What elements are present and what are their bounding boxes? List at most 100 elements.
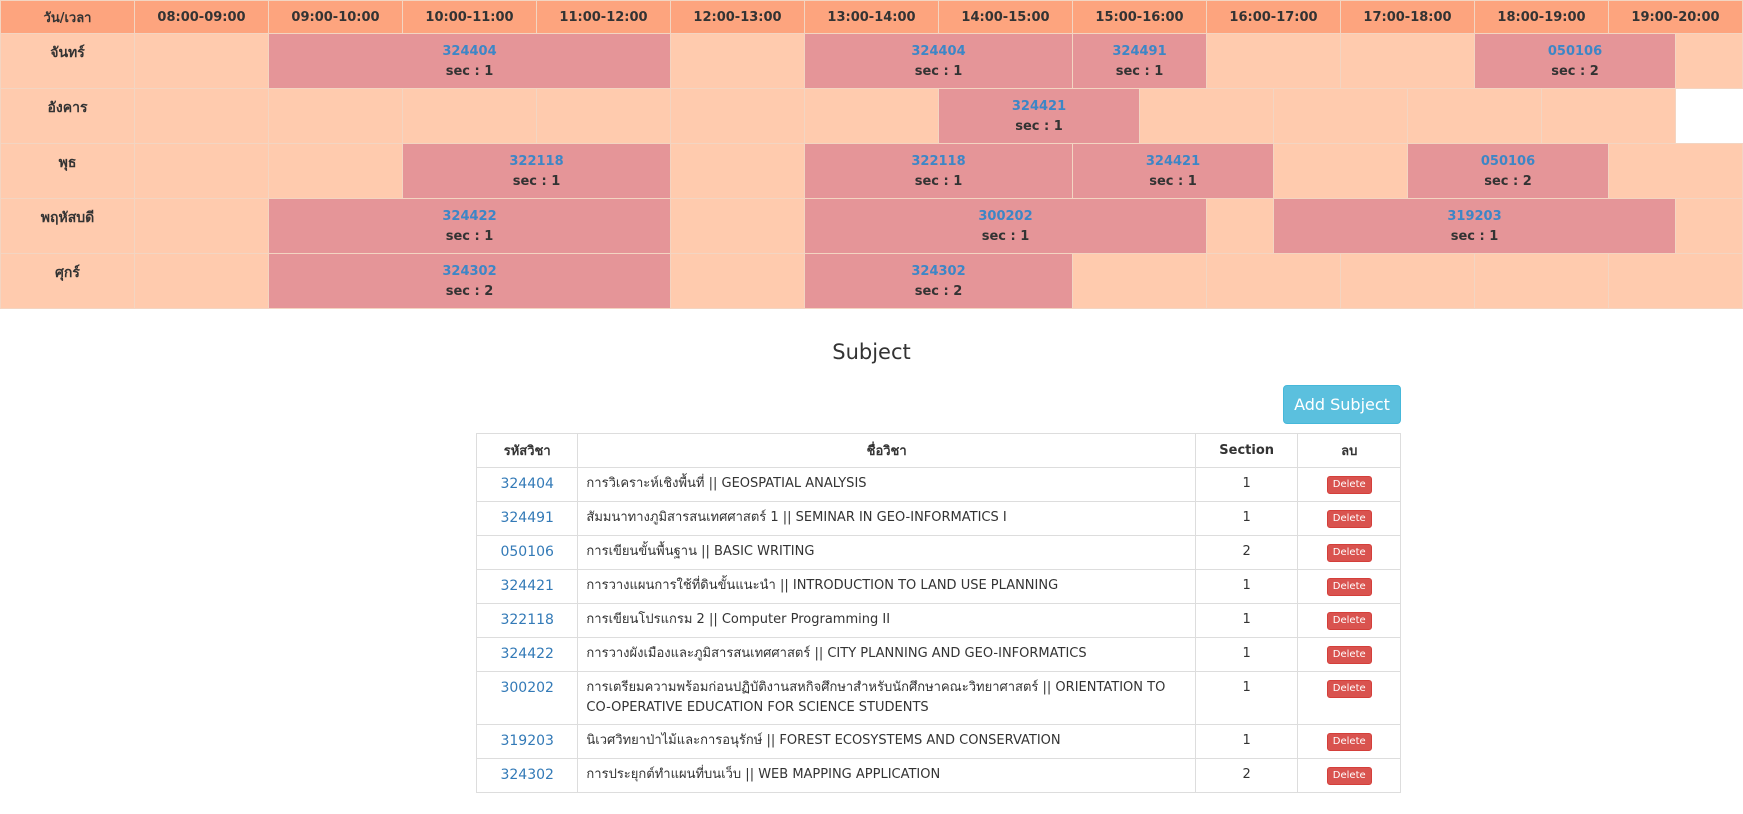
empty-slot [402, 88, 537, 144]
delete-cell: Delete [1297, 758, 1401, 793]
time-slot-header: 14:00-15:00 [938, 0, 1073, 34]
course-block[interactable]: 050106 sec : 2 [1474, 33, 1676, 89]
empty-slot [134, 33, 269, 89]
course-code-link[interactable]: 322118 [509, 154, 564, 169]
delete-button[interactable]: Delete [1326, 476, 1372, 494]
delete-button[interactable]: Delete [1326, 767, 1372, 785]
time-slot-header: 08:00-09:00 [134, 0, 269, 34]
course-code-link[interactable]: 324421 [1145, 154, 1201, 169]
course-block[interactable]: 322118 sec : 1 [402, 143, 671, 199]
subject-section: 1 [1194, 603, 1299, 638]
table-row: 319203 นิเวศวิทยาป่าไม้และการอนุรักษ์ || … [475, 724, 1401, 759]
course-block[interactable]: 300202 sec : 1 [804, 198, 1207, 254]
subject-section: 1 [1194, 501, 1299, 536]
subject-code-cell: 324421 [475, 569, 579, 604]
day-label: จันทร์ [0, 33, 135, 89]
course-block[interactable]: 050106 sec : 2 [1407, 143, 1609, 199]
course-block[interactable]: 324491 sec : 1 [1072, 33, 1207, 89]
delete-cell: Delete [1297, 724, 1401, 759]
subject-section: 2 [1194, 535, 1299, 570]
day-label: อังคาร [0, 88, 135, 144]
subject-code-link[interactable]: 319203 [500, 733, 554, 749]
time-slot-header: 16:00-17:00 [1206, 0, 1341, 34]
course-code-link[interactable]: 324302 [911, 264, 966, 279]
course-block[interactable]: 324302 sec : 2 [804, 253, 1073, 309]
delete-button[interactable]: Delete [1326, 510, 1372, 528]
course-code-link[interactable]: 300202 [978, 209, 1033, 224]
subject-code-link[interactable]: 050106 [500, 544, 554, 560]
empty-slot [670, 88, 805, 144]
empty-slot [134, 253, 269, 309]
course-block[interactable]: 324422 sec : 1 [268, 198, 671, 254]
course-block[interactable]: 324421 sec : 1 [938, 88, 1140, 144]
delete-button[interactable]: Delete [1326, 680, 1372, 698]
delete-cell: Delete [1297, 671, 1401, 725]
subject-code-link[interactable]: 322118 [500, 612, 554, 628]
delete-cell: Delete [1297, 467, 1401, 502]
empty-slot [1206, 198, 1274, 254]
header-code: รหัสวิชา [475, 433, 579, 468]
delete-cell: Delete [1297, 501, 1401, 536]
empty-slot [536, 88, 671, 144]
delete-button[interactable]: Delete [1326, 612, 1372, 630]
time-slot-header: 17:00-18:00 [1340, 0, 1475, 34]
subject-name: นิเวศวิทยาป่าไม้และการอนุรักษ์ || FOREST… [577, 724, 1196, 759]
course-code-link[interactable]: 324302 [442, 264, 497, 279]
course-code-link[interactable]: 324404 [911, 44, 966, 59]
header-section: Section [1194, 433, 1299, 468]
empty-slot [1206, 33, 1341, 89]
delete-button[interactable]: Delete [1326, 578, 1372, 596]
add-subject-button[interactable]: Add Subject [1283, 385, 1401, 424]
table-row: 300202 การเตรียมความพร้อมก่อนปฏิบัติงานสห… [475, 671, 1401, 725]
table-row: 322118 การเขียนโปรแกรม 2 || Computer Prog… [475, 603, 1401, 638]
day-row: จันทร์ 324404 sec : 1 324404 sec : 1 324491 se… [0, 33, 1743, 89]
course-code-link[interactable]: 322118 [911, 154, 966, 169]
course-block[interactable]: 322118 sec : 1 [804, 143, 1073, 199]
empty-slot [1675, 33, 1743, 89]
table-row: 324422 การวางผังเมืองและภูมิสารสนเทศศาสตร… [475, 637, 1401, 672]
course-section: sec : 1 [1115, 64, 1164, 79]
delete-cell: Delete [1297, 569, 1401, 604]
subject-code-link[interactable]: 324404 [500, 476, 554, 492]
empty-slot [1474, 253, 1609, 309]
course-section: sec : 2 [1551, 64, 1599, 79]
empty-slot [1273, 143, 1408, 199]
course-code-link[interactable]: 324491 [1112, 44, 1167, 59]
course-code-link[interactable]: 324421 [1011, 99, 1067, 114]
delete-button[interactable]: Delete [1326, 544, 1372, 562]
subject-code-link[interactable]: 324422 [500, 646, 554, 662]
empty-slot [1608, 253, 1743, 309]
subject-table: รหัสวิชา ชื่อวิชา Section ลบ 324404 การวิ… [475, 433, 1401, 793]
time-slot-header: 12:00-13:00 [670, 0, 805, 34]
timetable-header-row: วัน/เวลา 08:00-09:00 09:00-10:00 10:00-11:0… [0, 0, 1743, 34]
course-code-link[interactable]: 050106 [1547, 44, 1603, 59]
subject-section: 2 [1194, 758, 1299, 793]
delete-button[interactable]: Delete [1326, 733, 1372, 751]
course-section: sec : 2 [445, 284, 494, 299]
subject-name: การวางแผนการใช้ที่ดินขั้นแนะนำ || INTROD… [577, 569, 1196, 604]
course-code-link[interactable]: 050106 [1480, 154, 1536, 169]
subject-code-link[interactable]: 324491 [500, 510, 554, 526]
time-slot-header: 18:00-19:00 [1474, 0, 1609, 34]
table-row: 324421 การวางแผนการใช้ที่ดินขั้นแนะนำ || … [475, 569, 1401, 604]
empty-slot [1139, 88, 1274, 144]
delete-cell: Delete [1297, 603, 1401, 638]
course-block[interactable]: 324404 sec : 1 [268, 33, 671, 89]
subject-code-cell: 324422 [475, 637, 579, 672]
subject-code-link[interactable]: 300202 [500, 680, 554, 696]
course-block[interactable]: 324302 sec : 2 [268, 253, 671, 309]
course-section: sec : 1 [445, 64, 494, 79]
empty-slot [1675, 198, 1743, 254]
delete-button[interactable]: Delete [1326, 646, 1372, 664]
course-block[interactable]: 324421 sec : 1 [1072, 143, 1274, 199]
course-block[interactable]: 319203 sec : 1 [1273, 198, 1676, 254]
subject-code-link[interactable]: 324302 [500, 767, 554, 783]
subject-code-link[interactable]: 324421 [500, 578, 554, 594]
empty-slot [670, 198, 805, 254]
empty-slot [1541, 88, 1676, 144]
course-section: sec : 1 [445, 229, 494, 244]
course-code-link[interactable]: 324422 [442, 209, 497, 224]
course-code-link[interactable]: 324404 [442, 44, 497, 59]
course-block[interactable]: 324404 sec : 1 [804, 33, 1073, 89]
course-code-link[interactable]: 319203 [1447, 209, 1502, 224]
